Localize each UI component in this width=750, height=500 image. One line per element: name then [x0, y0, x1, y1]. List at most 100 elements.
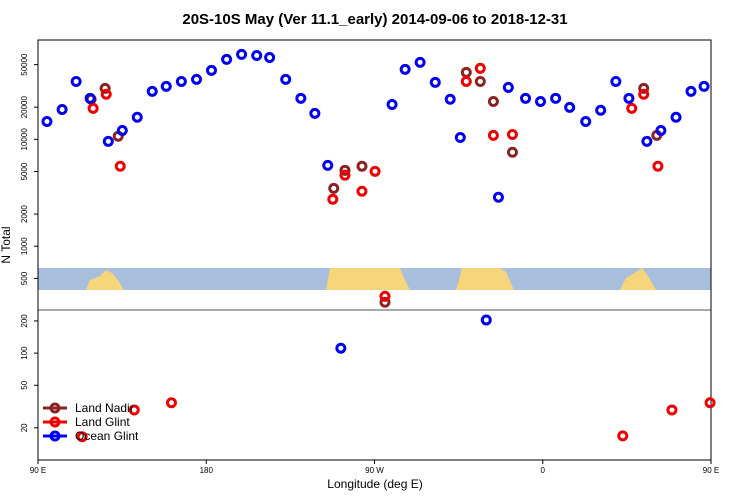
point — [638, 82, 650, 94]
point — [666, 404, 678, 416]
point — [520, 92, 532, 104]
point — [264, 52, 276, 64]
point — [236, 48, 248, 60]
point — [339, 169, 351, 181]
legend-label: Land Glint — [75, 415, 130, 429]
y-tick-label: 5000 — [20, 162, 29, 180]
point — [379, 296, 391, 308]
point — [444, 93, 456, 105]
point — [399, 63, 411, 75]
point — [610, 75, 622, 87]
x-tick-label: 90 E — [703, 466, 719, 475]
point — [295, 92, 307, 104]
legend-marker — [49, 416, 61, 428]
point — [322, 159, 334, 171]
point — [84, 92, 96, 104]
point — [70, 75, 82, 87]
point — [626, 102, 638, 114]
point — [580, 115, 592, 127]
point — [386, 98, 398, 110]
point — [76, 431, 88, 443]
point — [335, 342, 347, 354]
point — [356, 160, 368, 172]
point — [175, 75, 187, 87]
point — [328, 182, 340, 194]
point — [41, 115, 53, 127]
y-tick-label: 1000 — [20, 237, 29, 255]
point — [146, 85, 158, 97]
point — [327, 193, 339, 205]
y-tick-label: 20 — [20, 423, 29, 432]
point — [698, 80, 710, 92]
point — [595, 104, 607, 116]
point — [492, 191, 504, 203]
y-tick-label: 50 — [20, 380, 29, 389]
point — [641, 135, 653, 147]
point — [487, 95, 499, 107]
point — [617, 430, 629, 442]
point — [655, 124, 667, 136]
point — [638, 88, 650, 100]
point — [429, 76, 441, 88]
point — [502, 81, 514, 93]
legend-marker — [49, 430, 61, 442]
point — [506, 128, 518, 140]
legend-marker — [49, 402, 61, 414]
point — [128, 404, 140, 416]
legend-label: Ocean Glint — [75, 429, 139, 443]
chart-title: 20S-10S May (Ver 11.1_early) 2014-09-06 … — [182, 11, 567, 28]
point — [454, 132, 466, 144]
y-tick-label: 20000 — [20, 95, 29, 118]
x-tick-label: 0 — [541, 466, 546, 475]
point — [550, 92, 562, 104]
y-tick-label: 10000 — [20, 128, 29, 151]
y-tick-label: 500 — [20, 271, 29, 285]
point — [414, 56, 426, 68]
point — [99, 82, 111, 94]
y-tick-label: 2000 — [20, 205, 29, 223]
point — [114, 160, 126, 172]
y-axis-label: N Total — [0, 226, 13, 263]
point — [460, 66, 472, 78]
point — [251, 49, 263, 61]
point — [369, 165, 381, 177]
point — [704, 397, 716, 409]
x-tick-label: 90 W — [365, 466, 384, 475]
point — [205, 64, 217, 76]
point — [339, 164, 351, 176]
point — [487, 129, 499, 141]
y-tick-label: 200 — [20, 314, 29, 328]
point — [685, 85, 697, 97]
point — [280, 73, 292, 85]
point — [356, 185, 368, 197]
plot-frame — [37, 39, 712, 461]
point — [116, 124, 128, 136]
point — [165, 397, 177, 409]
point — [191, 73, 203, 85]
point — [623, 92, 635, 104]
point — [652, 160, 664, 172]
point — [480, 314, 492, 326]
x-axis-label: Longitude (deg E) — [327, 477, 422, 491]
x-tick-label: 180 — [200, 466, 214, 475]
x-tick-label: 90 E — [30, 466, 46, 475]
map-strip — [38, 268, 711, 290]
point — [131, 111, 143, 123]
legend-label: Land Nadir — [75, 401, 134, 415]
point — [474, 75, 486, 87]
point — [160, 80, 172, 92]
point — [564, 101, 576, 113]
point — [87, 102, 99, 114]
point — [474, 62, 486, 74]
point — [102, 135, 114, 147]
point — [506, 146, 518, 158]
point — [460, 75, 472, 87]
point — [379, 290, 391, 302]
point — [535, 95, 547, 107]
y-tick-label: 100 — [20, 346, 29, 360]
point — [221, 53, 233, 65]
point — [670, 111, 682, 123]
y-tick-label: 50000 — [20, 53, 29, 76]
